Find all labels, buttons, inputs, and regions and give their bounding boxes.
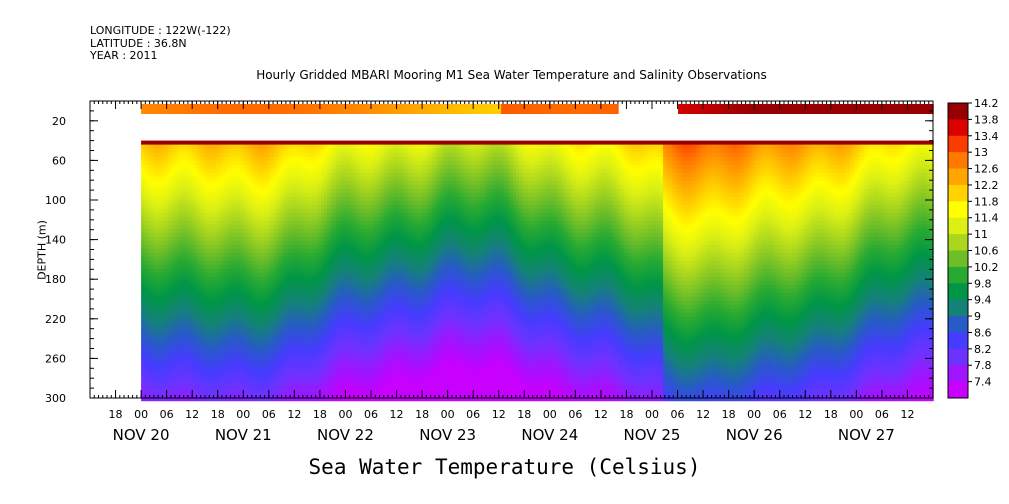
- colorbar-label: 14.2: [974, 97, 999, 110]
- colorbar-label: 9.8: [974, 277, 992, 290]
- colorbar-swatch: [948, 103, 968, 120]
- x-hour-tick-label: 00: [441, 408, 455, 421]
- y-tick-label: 60: [52, 154, 66, 167]
- colorbar-label: 8.6: [974, 326, 992, 339]
- y-tick-label: 300: [45, 392, 66, 405]
- x-hour-tick-label: 12: [696, 408, 710, 421]
- x-hour-tick-label: 00: [338, 408, 352, 421]
- colorbar-label: 13: [974, 146, 988, 159]
- x-day-label: NOV 20: [113, 426, 170, 444]
- colorbar-swatch: [948, 332, 968, 349]
- x-hour-tick-label: 12: [492, 408, 506, 421]
- colorbar-swatch: [948, 185, 968, 202]
- colorbar-swatch: [948, 365, 968, 382]
- x-hour-tick-label: 12: [594, 408, 608, 421]
- x-axis-label: Sea Water Temperature (Celsius): [0, 455, 1009, 479]
- x-hour-tick-label: 06: [160, 408, 174, 421]
- x-day-label: NOV 25: [624, 426, 681, 444]
- colorbar-label: 9.4: [974, 294, 992, 307]
- x-hour-tick-label: 18: [722, 408, 736, 421]
- x-hour-tick-label: 00: [543, 408, 557, 421]
- x-hour-tick-label: 18: [415, 408, 429, 421]
- colorbar-swatch: [948, 234, 968, 251]
- x-hour-tick-label: 12: [287, 408, 301, 421]
- heatmap-field: [141, 104, 934, 401]
- colorbar-swatch: [948, 316, 968, 333]
- x-hour-tick-label: 12: [900, 408, 914, 421]
- x-hour-tick-label: 06: [773, 408, 787, 421]
- colorbar-label: 11: [974, 228, 988, 241]
- colorbar-label: 9: [974, 310, 981, 323]
- x-hour-tick-label: 18: [109, 408, 123, 421]
- x-hour-tick-label: 06: [671, 408, 685, 421]
- x-hour-tick-label: 00: [645, 408, 659, 421]
- x-hour-tick-label: 18: [517, 408, 531, 421]
- colorbar-swatch: [948, 300, 968, 317]
- colorbar-label: 13.4: [974, 130, 999, 143]
- colorbar-label: 10.6: [974, 245, 999, 258]
- x-day-label: NOV 21: [215, 426, 272, 444]
- x-day-label: NOV 26: [726, 426, 783, 444]
- x-hour-tick-label: 06: [466, 408, 480, 421]
- y-tick-label: 100: [45, 194, 66, 207]
- colorbar: 14.2 13.8 13.4 13 12.6 12.2 11.8 11.4 11 10.6 10.2…: [948, 97, 999, 398]
- x-day-label: NOV 27: [838, 426, 895, 444]
- x-hour-tick-label: 12: [185, 408, 199, 421]
- x-hour-tick-label: 00: [236, 408, 250, 421]
- y-tick-label: 180: [45, 273, 66, 286]
- x-hour-tick-label: 00: [849, 408, 863, 421]
- x-hour-tick-label: 18: [824, 408, 838, 421]
- x-hour-tick-label: 06: [568, 408, 582, 421]
- colorbar-swatch: [948, 349, 968, 366]
- colorbar-label: 11.8: [974, 195, 999, 208]
- colorbar-swatch: [948, 119, 968, 136]
- x-day-label: NOV 23: [419, 426, 476, 444]
- colorbar-label: 12.2: [974, 179, 999, 192]
- x-hour-tick-label: 18: [619, 408, 633, 421]
- colorbar-swatch: [948, 267, 968, 284]
- colorbar-swatch: [948, 169, 968, 186]
- y-tick-label: 220: [45, 313, 66, 326]
- colorbar-label: 7.8: [974, 359, 992, 372]
- colorbar-label: 7.4: [974, 376, 992, 389]
- colorbar-label: 11.4: [974, 212, 999, 225]
- x-hour-tick-label: 00: [747, 408, 761, 421]
- y-tick-label: 140: [45, 234, 66, 247]
- colorbar-label: 12.6: [974, 163, 999, 176]
- x-hour-tick-label: 18: [211, 408, 225, 421]
- colorbar-label: 10.2: [974, 261, 999, 274]
- colorbar-label: 13.8: [974, 113, 999, 126]
- y-tick-label: 260: [45, 352, 66, 365]
- x-hour-tick-label: 12: [390, 408, 404, 421]
- x-day-label: NOV 24: [521, 426, 578, 444]
- x-day-label: NOV 22: [317, 426, 374, 444]
- x-hour-tick-label: 00: [134, 408, 148, 421]
- colorbar-swatch: [948, 251, 968, 268]
- colorbar-swatch: [948, 136, 968, 153]
- colorbar-swatch: [948, 382, 968, 399]
- colorbar-swatch: [948, 201, 968, 218]
- colorbar-swatch: [948, 283, 968, 300]
- x-hour-tick-label: 06: [364, 408, 378, 421]
- x-hour-tick-label: 12: [798, 408, 812, 421]
- y-tick-label: 20: [52, 115, 66, 128]
- x-hour-tick-label: 06: [262, 408, 276, 421]
- x-hour-tick-label: 06: [875, 408, 889, 421]
- x-hour-tick-label: 18: [313, 408, 327, 421]
- colorbar-label: 8.2: [974, 343, 992, 356]
- colorbar-swatch: [948, 218, 968, 235]
- colorbar-swatch: [948, 152, 968, 169]
